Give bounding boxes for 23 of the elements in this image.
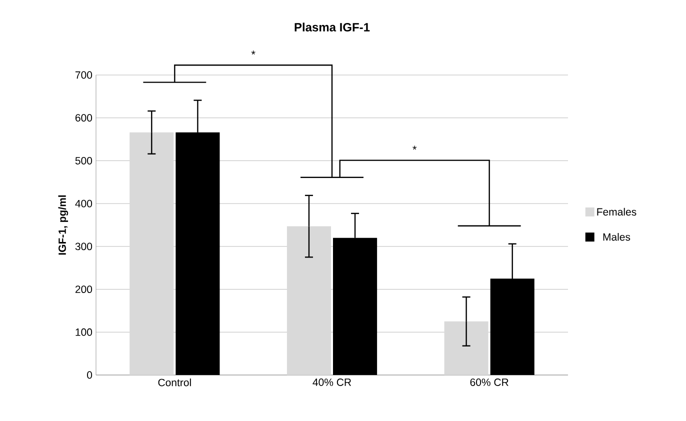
chart-title: Plasma IGF-1 xyxy=(294,22,370,32)
y-tick-label: 600 xyxy=(75,114,92,122)
legend-label: Males xyxy=(603,233,630,241)
y-tick-label: 400 xyxy=(75,200,92,208)
y-tick-label: 200 xyxy=(75,286,92,294)
bar xyxy=(333,238,378,375)
y-axis-title: IGF-1, pg/ml xyxy=(58,195,68,255)
bar xyxy=(176,132,220,375)
x-tick-label: 40% CR xyxy=(312,378,352,386)
x-tick-label: Control xyxy=(158,378,191,386)
y-tick-label: 300 xyxy=(75,242,92,250)
y-tick-label: 0 xyxy=(87,371,92,379)
annotation: * xyxy=(412,146,417,150)
text: * xyxy=(251,50,256,54)
y-tick-label: 700 xyxy=(75,71,92,79)
bar xyxy=(490,278,534,375)
x-tick-label: 60% CR xyxy=(470,378,508,386)
y-tick-label: 100 xyxy=(76,328,92,336)
legend-label: Females xyxy=(597,208,636,216)
bar xyxy=(130,132,174,375)
y-tick-label: 500 xyxy=(75,157,92,164)
bar xyxy=(444,321,488,375)
bar xyxy=(286,226,331,375)
